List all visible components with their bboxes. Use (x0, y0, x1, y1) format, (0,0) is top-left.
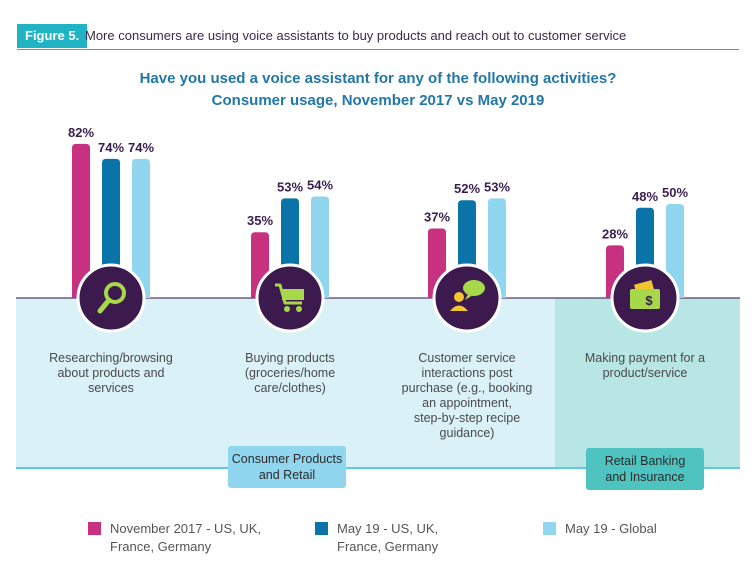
data-label-may19-us-cat0: 74% (98, 140, 124, 155)
data-label-may19-global-cat2: 53% (484, 179, 510, 194)
group-label-1-line-0: Retail Banking (605, 454, 686, 468)
data-label-may19-us-cat1: 53% (277, 179, 303, 194)
magnifier-icon-circle (76, 263, 146, 333)
legend-swatch-may19-global (543, 522, 556, 535)
legend-label-may19-global-line-0: May 19 - Global (565, 521, 657, 536)
category-label-1-line-0: Buying products (245, 351, 335, 365)
bar-may19-global-cat3 (666, 204, 684, 298)
category-label-0-line-1: about products and (57, 366, 164, 380)
shopping-cart-icon-basket (282, 289, 304, 300)
data-label-nov17-cat2: 37% (424, 209, 450, 224)
category-label-2-line-0: Customer service (418, 351, 515, 365)
bar-may19-global-cat2 (488, 198, 506, 298)
legend-label-nov17-line-0: November 2017 - US, UK, (110, 521, 262, 536)
legend-label-may19-us-line-0: May 19 - US, UK, (337, 521, 439, 536)
category-label-2-line-5: guidance) (440, 426, 495, 440)
category-label-3-line-1: product/service (603, 366, 688, 380)
group-label-1-line-1: and Insurance (605, 470, 684, 484)
bar-nov17-cat0 (72, 143, 90, 298)
chat-person-icon-bubble-tail (465, 294, 473, 300)
data-label-may19-global-cat1: 54% (307, 177, 333, 192)
bar-may19-global-cat0 (132, 158, 150, 298)
legend-swatch-nov17 (88, 522, 101, 535)
group-label-0-line-1: and Retail (259, 468, 315, 482)
legend-label-nov17: November 2017 - US, UK, France, Germany (110, 520, 261, 556)
figure-rule (17, 49, 739, 50)
legend-label-may19-us-line-1: France, Germany (337, 539, 439, 554)
category-label-2-line-1: interactions post (421, 366, 513, 380)
data-label-may19-us-cat3: 48% (632, 189, 658, 204)
figure-caption: More consumers are using voice assistant… (85, 28, 627, 43)
shopping-cart-icon-wheel-left (284, 306, 290, 312)
chart-subtitle: Consumer usage, November 2017 vs May 201… (211, 92, 545, 109)
chat-person-icon (432, 263, 502, 333)
magnifier-icon-lens (104, 282, 126, 304)
chat-person-icon-body (450, 305, 468, 311)
data-label-may19-global-cat0: 74% (128, 140, 154, 155)
category-label-0-line-0: Researching/browsing (49, 351, 173, 365)
magnifier-icon-handle (97, 297, 112, 314)
legend-label-nov17-line-1: France, Germany (110, 539, 212, 554)
category-label-2-line-2: purchase (e.g., booking (402, 381, 533, 395)
shopping-cart-icon-wheel-right (296, 306, 302, 312)
legend-label-may19-global: May 19 - Global (565, 520, 657, 538)
legend-swatch-may19-us (315, 522, 328, 535)
bar-may19-global-cat1 (311, 196, 329, 298)
wallet-icon: $ (610, 263, 680, 333)
chart-title: Have you used a voice assistant for any … (139, 70, 617, 87)
data-label-nov17-cat0: 82% (68, 125, 94, 140)
chat-person-icon-head (454, 292, 464, 302)
category-label-1-line-2: care/clothes) (254, 381, 326, 395)
bar-may19-us-cat0 (102, 158, 120, 298)
data-label-nov17-cat1: 35% (247, 213, 273, 228)
legend-label-may19-us: May 19 - US, UK, France, Germany (337, 520, 438, 556)
group-label-0-line-0: Consumer Products (232, 452, 342, 466)
category-label-2-line-3: an appointment, (422, 396, 512, 410)
bar-chart: 82% 35% 37% 28% 74% 53% 52% 48% 74% 54% 53% 50% $ Res… (16, 125, 740, 490)
data-label-may19-global-cat3: 50% (662, 185, 688, 200)
category-label-2-line-4: step-by-step recipe (414, 411, 520, 425)
figure-header: Figure 5. More consumers are using voice… (17, 24, 739, 50)
chat-person-icon-bubble (463, 280, 485, 296)
wallet-icon-symbol: $ (645, 293, 653, 308)
magnifier-icon (76, 263, 146, 333)
figure-badge: Figure 5. (17, 24, 88, 48)
data-label-nov17-cat3: 28% (602, 226, 628, 241)
group-label-box-0 (228, 446, 346, 488)
category-label-3-line-0: Making payment for a (585, 351, 705, 365)
data-label-may19-us-cat2: 52% (454, 181, 480, 196)
group-label-box-1 (586, 448, 704, 490)
category-label-1-line-1: (groceries/home (245, 366, 335, 380)
category-label-0-line-2: services (88, 381, 134, 395)
wallet-icon-body (630, 289, 660, 309)
shopping-cart-icon (255, 263, 325, 333)
